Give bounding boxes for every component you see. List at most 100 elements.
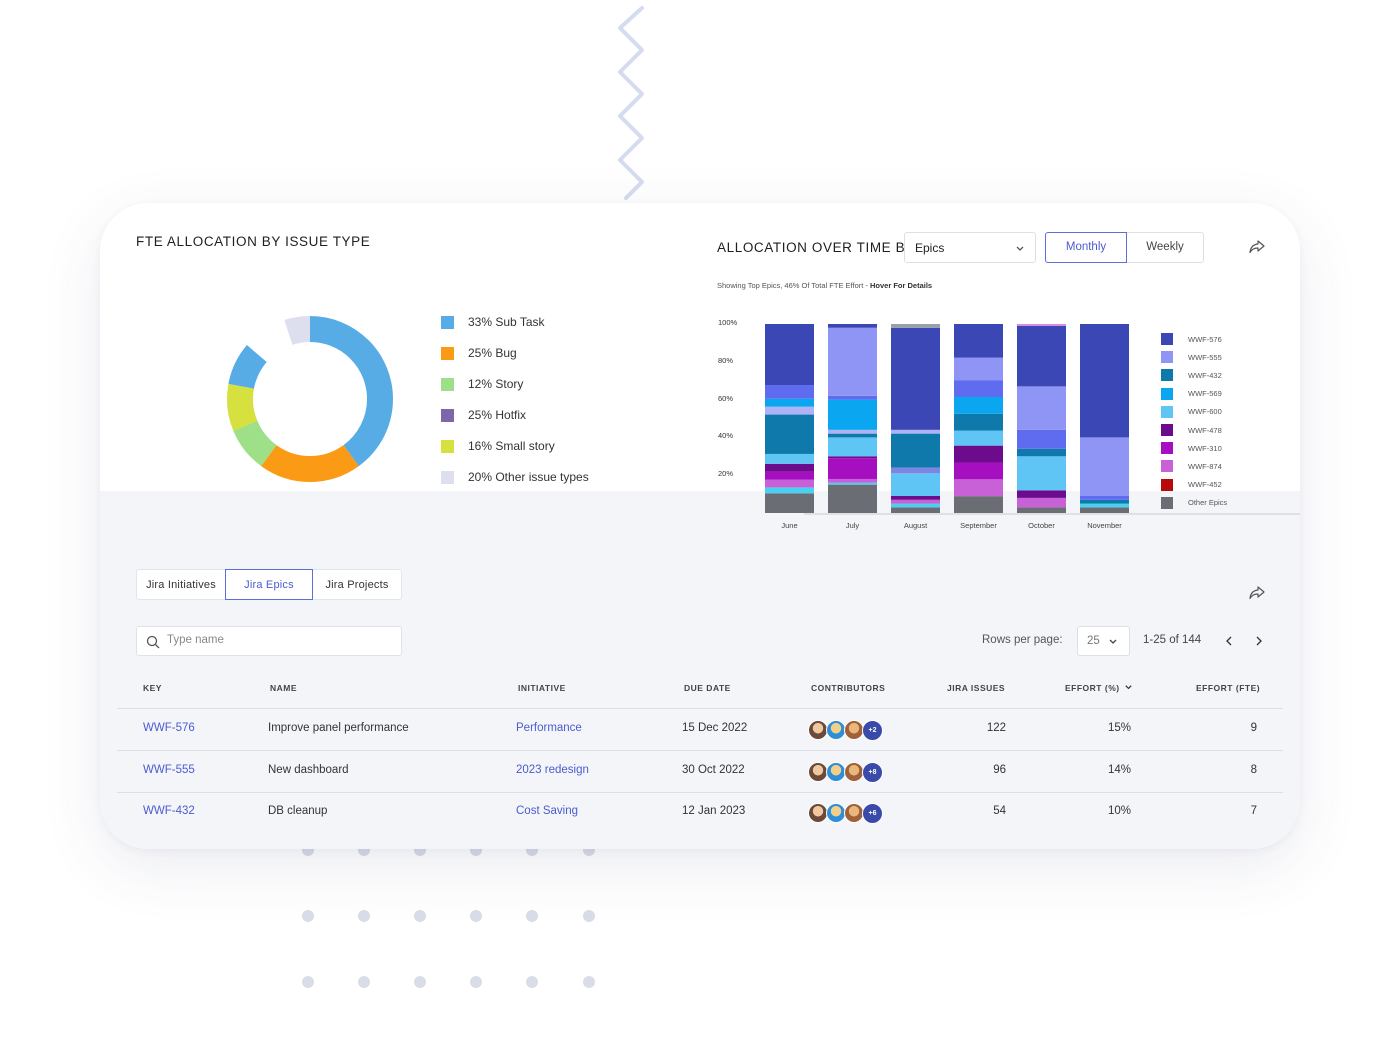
bar-segment-july-series-10[interactable]: [828, 395, 877, 400]
bar-segment-october-other-epics[interactable]: [1017, 507, 1066, 513]
legend-item-wwf-310[interactable]: WWF-310: [1161, 442, 1222, 455]
bar-segment-june-wwf-310[interactable]: [765, 471, 814, 480]
bar-segment-august-series-11[interactable]: [891, 429, 940, 434]
bar-segment-july-wwf-310[interactable]: [828, 458, 877, 479]
bar-segment-november-wwf-576[interactable]: [1080, 324, 1129, 438]
bar-segment-september-wwf-310[interactable]: [954, 462, 1003, 480]
epic-key-link[interactable]: WWF-555: [143, 763, 195, 776]
bar-segment-june-wwf-600[interactable]: [765, 453, 814, 464]
bar-segment-june-wwf-432[interactable]: [765, 414, 814, 454]
contributor-avatar[interactable]: [808, 803, 828, 823]
bar-segment-june-series-11[interactable]: [765, 406, 814, 415]
legend-item-wwf-569[interactable]: WWF-569: [1161, 387, 1222, 400]
contributor-avatar[interactable]: [826, 803, 846, 823]
bar-segment-june-series-10[interactable]: [765, 385, 814, 399]
bar-segment-september-wwf-478[interactable]: [954, 445, 1003, 463]
legend-item-wwf-555[interactable]: WWF-555: [1161, 351, 1222, 364]
bar-segment-june-wwf-874[interactable]: [765, 479, 814, 488]
bar-segment-june-wwf-576[interactable]: [765, 324, 814, 386]
bar-segment-july-other-epics[interactable]: [828, 484, 877, 513]
column-header-name[interactable]: NAME: [270, 683, 298, 693]
legend-item-other-epics[interactable]: Other Epics: [1161, 496, 1227, 509]
bar-segment-october-series-10[interactable]: [1017, 429, 1066, 449]
bar-segment-september-wwf-432[interactable]: [954, 413, 1003, 431]
group-by-select[interactable]: Epics: [904, 232, 1036, 263]
more-contributors-badge[interactable]: +2: [862, 720, 883, 741]
bar-segment-november-wwf-555[interactable]: [1080, 437, 1129, 496]
monthly-toggle-button[interactable]: Monthly: [1045, 232, 1127, 263]
column-header-initiative[interactable]: INITIATIVE: [518, 683, 566, 693]
tab-jira-epics[interactable]: Jira Epics: [225, 569, 313, 600]
bar-segment-august-series-15[interactable]: [891, 503, 940, 508]
epic-key-link[interactable]: WWF-576: [143, 722, 195, 734]
more-contributors-badge[interactable]: +8: [862, 761, 883, 783]
bar-segment-august-series-12[interactable]: [891, 467, 940, 474]
bar-segment-september-wwf-555[interactable]: [954, 357, 1003, 381]
bar-segment-july-series-11[interactable]: [828, 429, 877, 434]
weekly-toggle-button[interactable]: Weekly: [1126, 232, 1204, 263]
legend-item-wwf-432[interactable]: WWF-432: [1161, 369, 1222, 382]
legend-item-wwf-600[interactable]: WWF-600: [1161, 405, 1222, 418]
bar-segment-september-wwf-576[interactable]: [954, 324, 1003, 358]
contributor-avatar[interactable]: [844, 803, 864, 823]
bar-segment-june-wwf-569[interactable]: [765, 398, 814, 407]
bar-segment-october-wwf-600[interactable]: [1017, 456, 1066, 491]
bar-segment-september-other-epics[interactable]: [954, 496, 1003, 513]
column-header-key[interactable]: KEY: [143, 683, 162, 693]
bar-segment-october-wwf-576[interactable]: [1017, 325, 1066, 387]
bar-segment-june-other-epics[interactable]: [765, 493, 814, 513]
legend-item-wwf-452[interactable]: WWF-452: [1161, 478, 1222, 491]
contributor-avatar[interactable]: [808, 761, 828, 782]
bar-segment-november-other-epics[interactable]: [1080, 507, 1129, 513]
search-field[interactable]: Type name: [136, 626, 402, 656]
bar-segment-october-wwf-478[interactable]: [1017, 490, 1066, 498]
column-header-due-date[interactable]: DUE DATE: [684, 683, 731, 693]
bar-segment-july-wwf-478[interactable]: [828, 456, 877, 459]
bar-segment-september-series-10[interactable]: [954, 380, 1003, 397]
initiative-link[interactable]: 2023 redesign: [516, 763, 589, 776]
bar-segment-august-wwf-600[interactable]: [891, 473, 940, 496]
initiative-link[interactable]: Performance: [516, 722, 582, 734]
bar-segment-july-wwf-555[interactable]: [828, 327, 877, 396]
table-share-icon[interactable]: [1248, 585, 1266, 601]
bar-segment-june-series-15[interactable]: [765, 487, 814, 494]
bar-segment-july-wwf-600[interactable]: [828, 437, 877, 457]
bar-segment-november-series-10[interactable]: [1080, 495, 1129, 500]
bar-segment-july-series-15[interactable]: [828, 482, 877, 485]
contributor-avatar[interactable]: [844, 761, 864, 782]
bar-segment-august-wwf-576[interactable]: [891, 327, 940, 430]
previous-page-icon[interactable]: [1223, 635, 1235, 647]
contributor-avatar[interactable]: [844, 720, 864, 740]
contributor-avatar[interactable]: [826, 761, 846, 782]
bar-segment-september-wwf-600[interactable]: [954, 430, 1003, 446]
legend-item-wwf-576[interactable]: WWF-576: [1161, 333, 1222, 345]
legend-item-wwf-874[interactable]: WWF-874: [1161, 460, 1222, 473]
bar-segment-july-wwf-432[interactable]: [828, 433, 877, 438]
bar-segment-august-wwf-478[interactable]: [891, 495, 940, 500]
bar-segment-october-wwf-874[interactable]: [1017, 497, 1066, 508]
more-contributors-badge[interactable]: +6: [862, 803, 883, 824]
bar-segment-september-wwf-874[interactable]: [954, 479, 1003, 497]
bar-segment-july-wwf-576[interactable]: [828, 324, 877, 328]
bar-segment-july-wwf-874[interactable]: [828, 478, 877, 483]
initiative-link[interactable]: Cost Saving: [516, 805, 579, 817]
share-icon[interactable]: [1248, 239, 1266, 255]
contributor-avatar[interactable]: [826, 720, 846, 740]
tab-jira-initiatives[interactable]: Jira Initiatives: [136, 569, 226, 600]
column-header-effort-pct[interactable]: EFFORT (%): [1065, 683, 1133, 693]
bar-segment-october-wwf-432[interactable]: [1017, 448, 1066, 457]
bar-segment-august-wwf-874[interactable]: [891, 499, 940, 504]
bar-segment-june-wwf-478[interactable]: [765, 463, 814, 472]
bar-segment-august-series-14[interactable]: [891, 324, 940, 328]
epic-key-link[interactable]: WWF-432: [143, 805, 195, 817]
bar-segment-october-wwf-555[interactable]: [1017, 386, 1066, 430]
bar-segment-august-other-epics[interactable]: [891, 507, 940, 513]
bar-segment-august-wwf-432[interactable]: [891, 433, 940, 468]
legend-item-wwf-478[interactable]: WWF-478: [1161, 424, 1222, 436]
column-header-effort-fte[interactable]: EFFORT (FTE): [1196, 683, 1261, 693]
column-header-jira-issues[interactable]: JIRA ISSUES: [947, 683, 1006, 693]
contributor-avatar[interactable]: [808, 720, 828, 740]
bar-segment-november-series-15[interactable]: [1080, 503, 1129, 508]
bar-segment-september-wwf-569[interactable]: [954, 396, 1003, 414]
next-page-icon[interactable]: [1253, 635, 1265, 647]
